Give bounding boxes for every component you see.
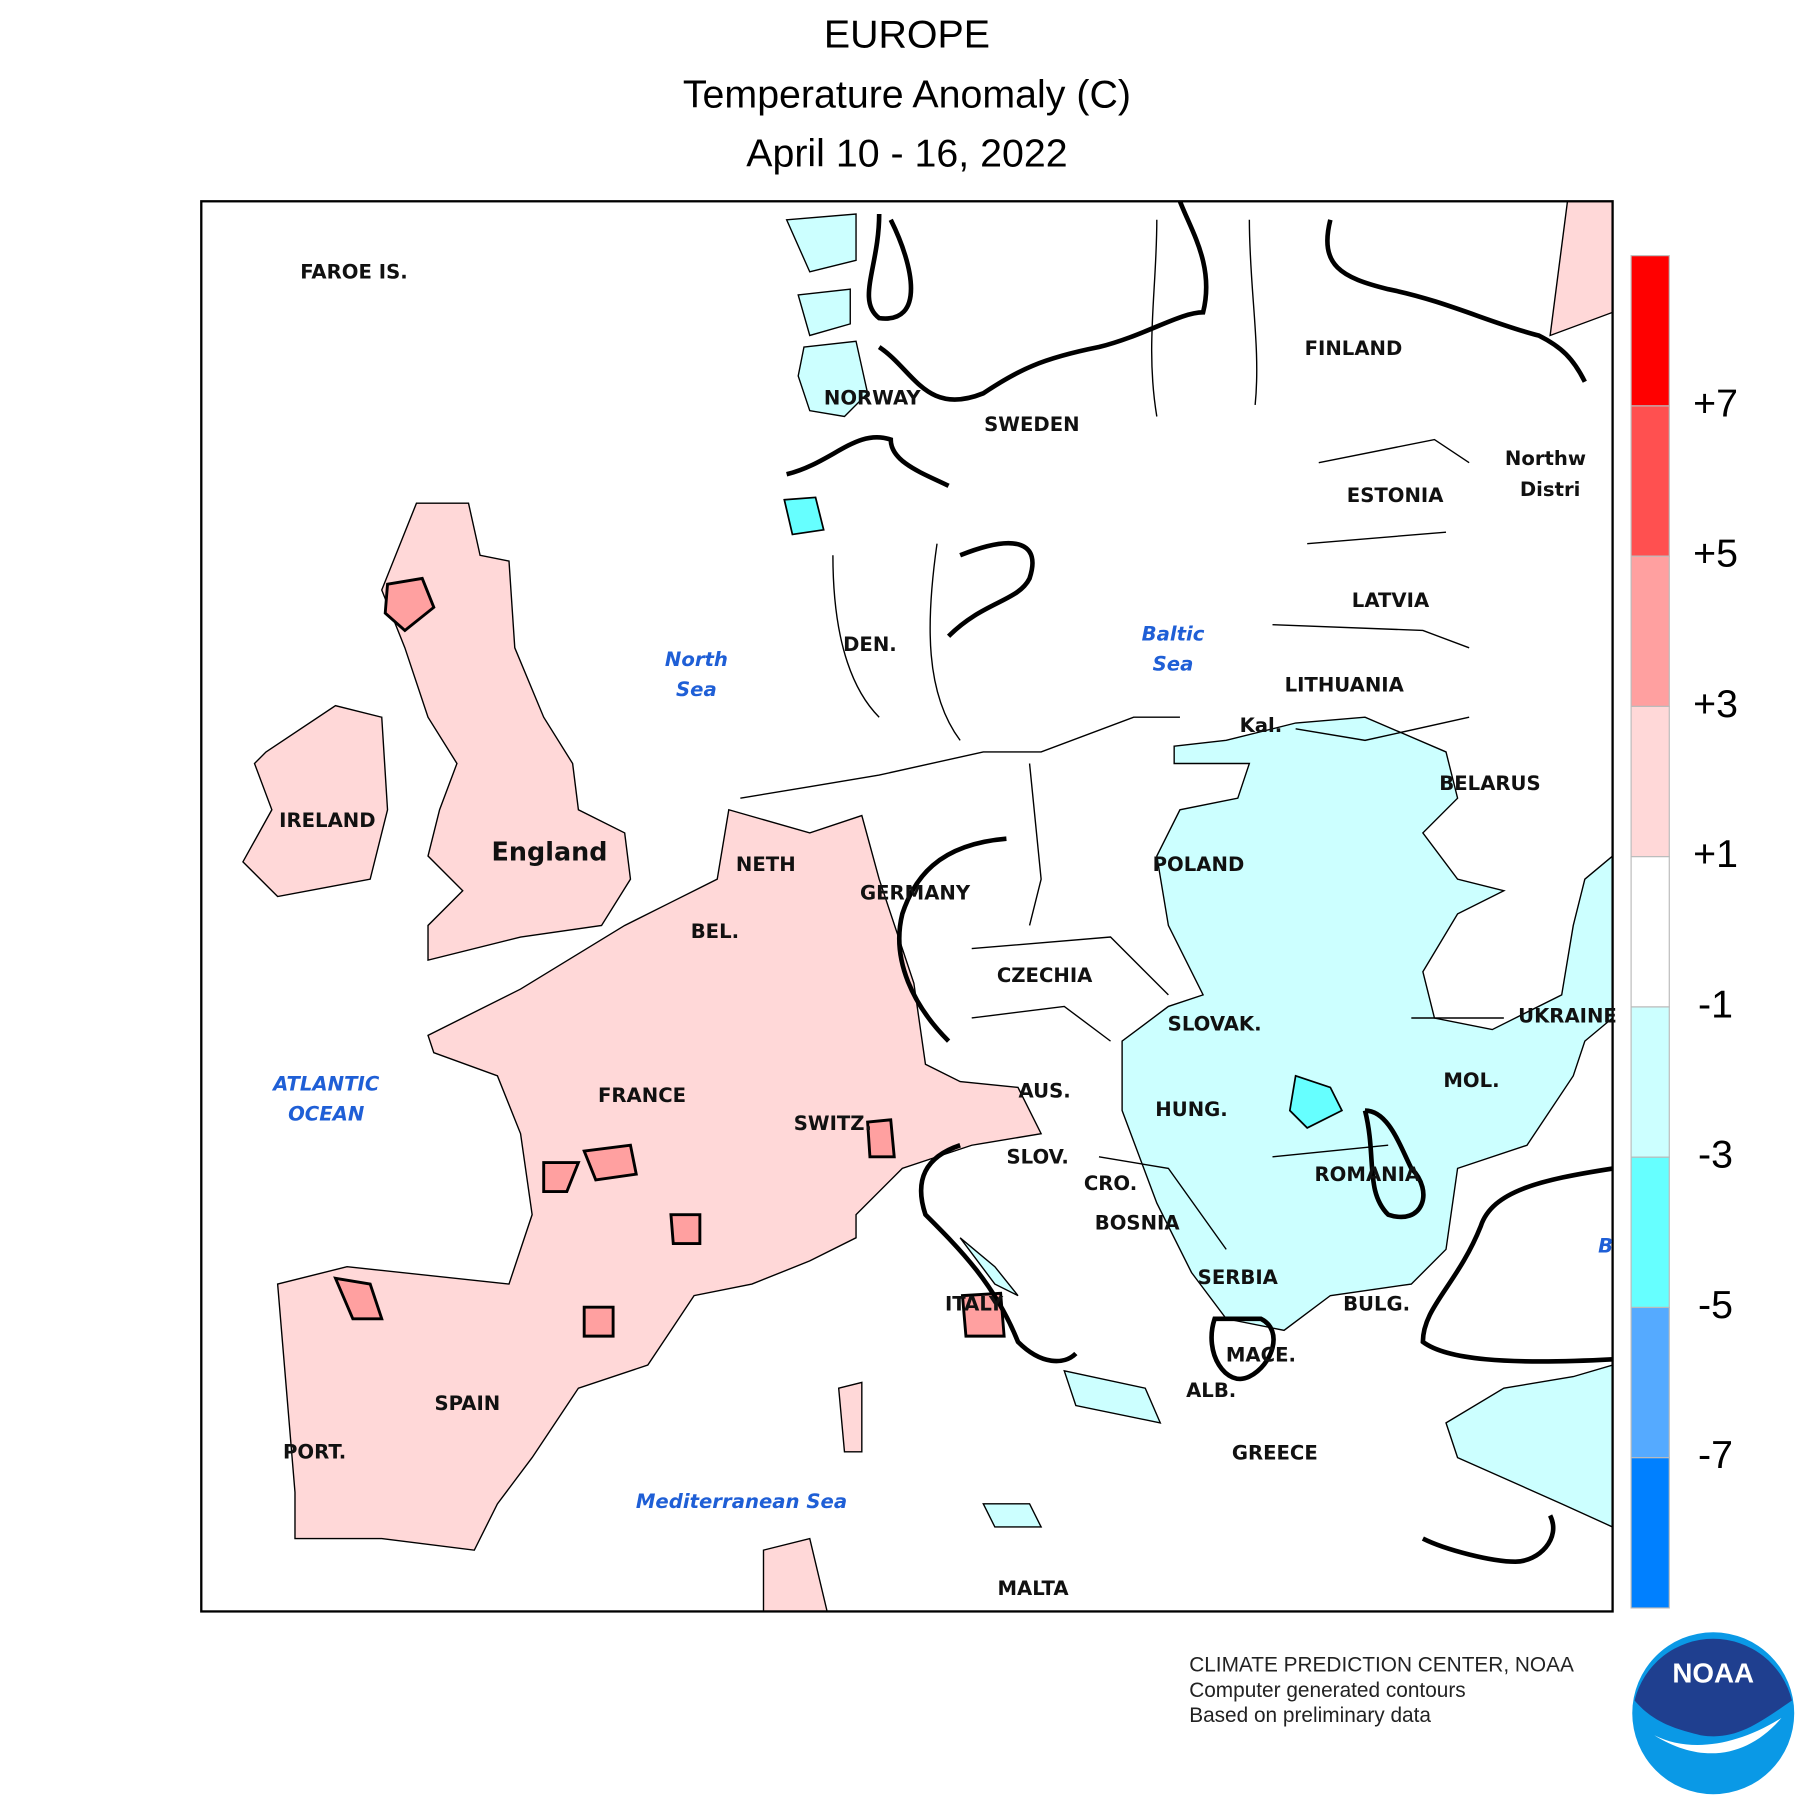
country-label: FINLAND <box>1305 337 1403 360</box>
subtitle: Temperature Anomaly (C) <box>683 73 1131 117</box>
country-label: SWITZ. <box>794 1112 872 1135</box>
country-label: ALB. <box>1186 1379 1236 1402</box>
legend-label: +7 <box>1693 381 1738 425</box>
country-label: SERBIA <box>1198 1266 1279 1289</box>
legend-label: -7 <box>1698 1433 1733 1477</box>
noaa-logo: NOAA <box>1632 1632 1795 1795</box>
country-label: MOL. <box>1443 1069 1499 1092</box>
country-label: Northw <box>1505 447 1586 470</box>
credit-line: CLIMATE PREDICTION CENTER, NOAA <box>1189 1653 1574 1676</box>
map <box>201 201 1613 1612</box>
legend-swatch <box>1630 705 1670 858</box>
country-label: POLAND <box>1153 853 1245 876</box>
legend-label: +3 <box>1693 682 1738 726</box>
legend-swatch <box>1630 405 1670 557</box>
country-label: NETH <box>736 853 796 876</box>
legend-swatch <box>1630 255 1670 407</box>
country-label: MALTA <box>997 1577 1069 1600</box>
legend-swatch <box>1630 1457 1670 1609</box>
logo-text: NOAA <box>1672 1657 1754 1688</box>
country-label: SLOV. <box>1007 1145 1069 1168</box>
legend-label: +5 <box>1693 532 1738 576</box>
sea-label: Sea <box>676 678 717 701</box>
country-label: DEN. <box>843 633 897 656</box>
country-label: Kal. <box>1240 714 1283 737</box>
legend-label: -5 <box>1698 1283 1733 1327</box>
credit-line: Computer generated contours <box>1189 1679 1466 1702</box>
country-label: BELARUS <box>1439 772 1540 795</box>
country-label: B <box>1598 1235 1613 1258</box>
sea-label: North <box>665 648 728 671</box>
country-label: SWEDEN <box>984 413 1079 436</box>
credit-line: Based on preliminary data <box>1189 1704 1431 1727</box>
legend-label: +1 <box>1693 832 1738 876</box>
legend-label: -1 <box>1698 982 1733 1026</box>
sea-label: ATLANTIC <box>271 1073 380 1096</box>
sea-label: OCEAN <box>288 1103 365 1126</box>
country-label: FRANCE <box>598 1084 686 1107</box>
legend: +7 +5 +3 +1 -1 -3 -5 -7 <box>1630 255 1738 1609</box>
sea-label: Sea <box>1153 653 1194 676</box>
country-label: AUS. <box>1019 1080 1071 1103</box>
country-label: England <box>492 837 608 867</box>
country-label: SLOVAK. <box>1168 1012 1262 1035</box>
country-label: PORT. <box>283 1440 346 1463</box>
map-labels: FAROE IS. NORWAY SWEDEN FINLAND ESTONIA LATVI… <box>271 261 1617 1600</box>
map-frame <box>200 200 1614 1613</box>
legend-swatch <box>1630 856 1670 1008</box>
legend-swatch <box>1630 1306 1670 1459</box>
sea-label: Baltic <box>1142 623 1205 646</box>
country-label: GERMANY <box>860 882 971 905</box>
country-label: SPAIN <box>434 1392 500 1415</box>
dates: April 10 - 16, 2022 <box>746 132 1067 176</box>
title: EUROPE <box>824 12 990 56</box>
country-label: BULG. <box>1343 1292 1410 1315</box>
country-label: CZECHIA <box>997 964 1093 987</box>
country-label: GREECE <box>1232 1442 1318 1465</box>
legend-label: -3 <box>1698 1133 1733 1177</box>
country-label: ITALY <box>945 1292 1004 1315</box>
country-label: HUNG. <box>1155 1098 1227 1121</box>
legend-swatch <box>1630 1006 1670 1158</box>
country-label: FAROE IS. <box>300 261 407 284</box>
country-label: BOSNIA <box>1095 1211 1181 1234</box>
country-label: ESTONIA <box>1347 484 1444 507</box>
country-label: IRELAND <box>279 809 375 832</box>
country-label: MACE. <box>1226 1343 1296 1366</box>
legend-swatch <box>1630 1156 1670 1309</box>
sea-label: Mediterranean Sea <box>636 1490 847 1513</box>
country-label: LITHUANIA <box>1285 673 1405 696</box>
country-label: NORWAY <box>824 387 921 410</box>
country-label: UKRAINE <box>1518 1004 1617 1027</box>
country-label: BEL. <box>691 920 739 943</box>
legend-swatch <box>1630 555 1670 708</box>
country-label: ROMANIA <box>1315 1163 1421 1186</box>
country-label: CRO. <box>1084 1172 1137 1195</box>
country-label: LATVIA <box>1352 589 1430 612</box>
country-label: Distri <box>1520 478 1581 501</box>
